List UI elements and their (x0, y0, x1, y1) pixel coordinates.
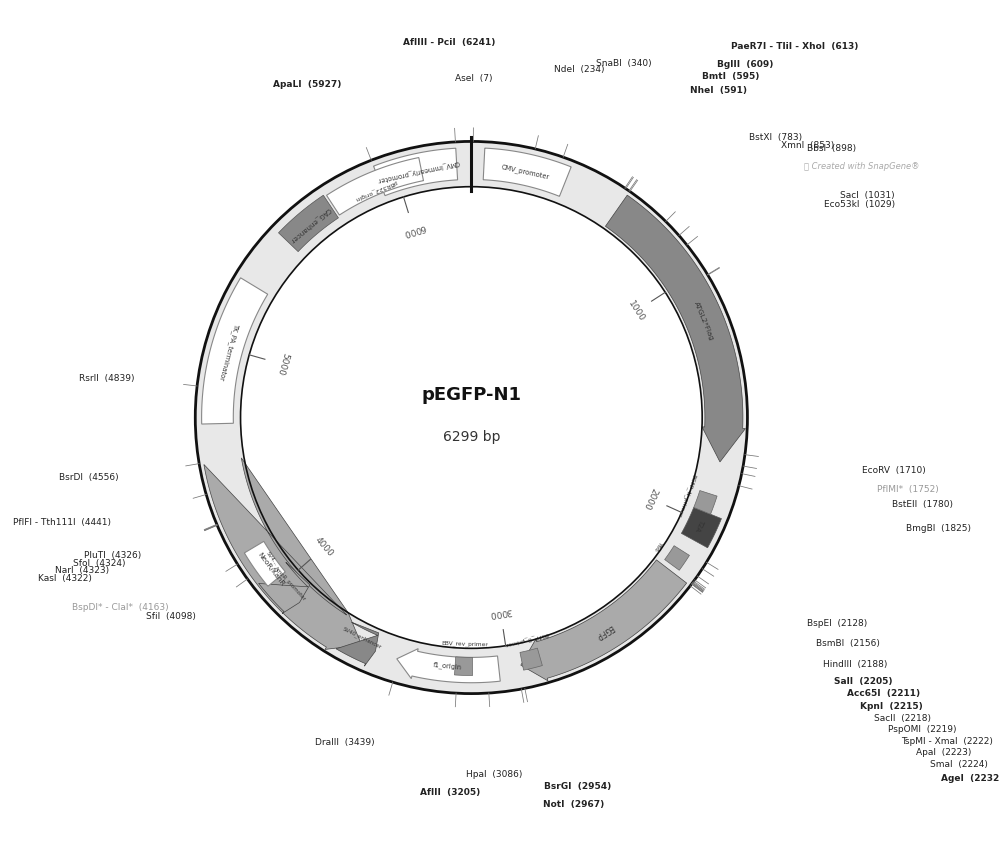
Text: BglII  (609): BglII (609) (717, 60, 773, 69)
Text: BmtI  (595): BmtI (595) (702, 72, 759, 80)
Text: EGFP_N_primer: EGFP_N_primer (676, 473, 696, 517)
Polygon shape (202, 278, 268, 424)
Text: NheI  (591): NheI (591) (690, 86, 747, 95)
Text: 3000: 3000 (489, 606, 513, 618)
Text: BspDI* - ClaI*  (4163): BspDI* - ClaI* (4163) (72, 603, 168, 612)
Text: EGFP_C_primer: EGFP_C_primer (503, 630, 549, 647)
Text: NeoR/KanR: NeoR/KanR (256, 551, 285, 587)
Text: T2A: T2A (693, 518, 704, 533)
Text: ApaI  (2223): ApaI (2223) (916, 749, 971, 757)
Text: CMV_immearly_promoter: CMV_immearly_promoter (376, 160, 460, 184)
Text: NdeI  (234): NdeI (234) (554, 65, 605, 74)
Text: AflII  (3205): AflII (3205) (420, 788, 481, 797)
Polygon shape (327, 158, 423, 215)
Text: ⨳ Created with SnapGene®: ⨳ Created with SnapGene® (804, 161, 919, 170)
Text: SalI  (2205): SalI (2205) (834, 677, 892, 685)
Polygon shape (694, 490, 717, 514)
Text: DraIII  (3439): DraIII (3439) (315, 738, 375, 748)
Text: BsrGI  (2954): BsrGI (2954) (544, 782, 611, 791)
Polygon shape (259, 562, 310, 614)
Text: SacII  (2218): SacII (2218) (874, 714, 931, 722)
Text: TspMI - XmaI  (2222): TspMI - XmaI (2222) (902, 737, 993, 746)
Text: SfoI  (4324): SfoI (4324) (73, 559, 125, 568)
Polygon shape (681, 507, 721, 548)
Text: ATGL2*Flag: ATGL2*Flag (693, 300, 715, 342)
Text: PluTI  (4326): PluTI (4326) (84, 551, 142, 560)
Text: SacI  (1031): SacI (1031) (840, 191, 894, 200)
Text: RsrII  (4839): RsrII (4839) (79, 374, 134, 383)
Text: CMV_promoter: CMV_promoter (500, 163, 550, 180)
Polygon shape (521, 560, 687, 681)
Text: BbsI  (898): BbsI (898) (807, 144, 856, 154)
Text: EcoRV  (1710): EcoRV (1710) (862, 466, 925, 475)
Text: PaeR7I - TliI - XhoI  (613): PaeR7I - TliI - XhoI (613) (731, 42, 859, 51)
Text: HpaI  (3086): HpaI (3086) (466, 770, 522, 779)
Polygon shape (195, 142, 747, 694)
Text: PspOMI  (2219): PspOMI (2219) (888, 725, 957, 734)
Polygon shape (279, 195, 338, 252)
Text: XmnI  (853): XmnI (853) (781, 142, 834, 150)
Text: EBV_rev_primer: EBV_rev_primer (441, 640, 488, 647)
Text: HindIII  (2188): HindIII (2188) (823, 660, 888, 669)
Polygon shape (665, 546, 689, 571)
Text: Y66: Y66 (653, 539, 663, 551)
Text: EGFP: EGFP (593, 622, 615, 641)
Text: 5000: 5000 (275, 352, 290, 376)
Text: AmpR_promoter: AmpR_promoter (273, 565, 307, 603)
Text: f1_origin: f1_origin (433, 662, 462, 671)
Text: KpnI  (2215): KpnI (2215) (860, 701, 923, 711)
Text: AseI  (7): AseI (7) (455, 73, 492, 83)
Text: Acc65I  (2211): Acc65I (2211) (847, 690, 920, 698)
Polygon shape (397, 649, 500, 683)
Text: SV4...: SV4... (265, 550, 279, 566)
Text: SfiI  (4098): SfiI (4098) (146, 612, 196, 620)
Text: ApaLI  (5927): ApaLI (5927) (273, 80, 342, 89)
Text: BstXI  (783): BstXI (783) (749, 133, 802, 143)
Text: 6299 bp: 6299 bp (443, 430, 500, 445)
Text: NotI  (2967): NotI (2967) (543, 800, 604, 809)
Text: PflMI*  (1752): PflMI* (1752) (877, 485, 939, 495)
Text: Eco53kI  (1029): Eco53kI (1029) (824, 200, 895, 208)
Text: PflFI - Tth111I  (4441): PflFI - Tth111I (4441) (13, 517, 111, 527)
Polygon shape (483, 148, 571, 197)
Text: BsrDI  (4556): BsrDI (4556) (59, 473, 119, 482)
Text: BsmBI  (2156): BsmBI (2156) (816, 639, 880, 647)
Text: pBR322_origin: pBR322_origin (354, 179, 398, 202)
Text: CAG_enhancer: CAG_enhancer (288, 206, 332, 244)
Text: AgeI  (2232): AgeI (2232) (941, 775, 1000, 783)
Polygon shape (455, 657, 473, 675)
Text: 4000: 4000 (313, 536, 335, 559)
Text: BstEII  (1780): BstEII (1780) (892, 500, 953, 510)
Text: SnaBI  (340): SnaBI (340) (596, 59, 652, 68)
Text: TK_PA_terminator: TK_PA_terminator (217, 323, 239, 382)
Text: 1000: 1000 (626, 299, 646, 323)
Text: KasI  (4322): KasI (4322) (38, 574, 92, 583)
Text: SV40_enhancer: SV40_enhancer (342, 626, 383, 650)
Text: 2000: 2000 (642, 486, 659, 511)
Text: BmgBI  (1825): BmgBI (1825) (906, 523, 971, 533)
Text: SmaI  (2224): SmaI (2224) (930, 760, 988, 769)
Polygon shape (204, 458, 362, 649)
Text: pEGFP-N1: pEGFP-N1 (421, 386, 521, 404)
Text: BspEI  (2128): BspEI (2128) (807, 619, 867, 629)
Polygon shape (520, 648, 542, 670)
Text: NarI  (4323): NarI (4323) (55, 566, 109, 576)
Polygon shape (605, 195, 745, 462)
Polygon shape (336, 622, 379, 666)
Text: AflIII - PciI  (6241): AflIII - PciI (6241) (403, 38, 496, 47)
Polygon shape (374, 149, 458, 196)
Text: 6000: 6000 (401, 222, 426, 237)
Polygon shape (244, 541, 285, 587)
